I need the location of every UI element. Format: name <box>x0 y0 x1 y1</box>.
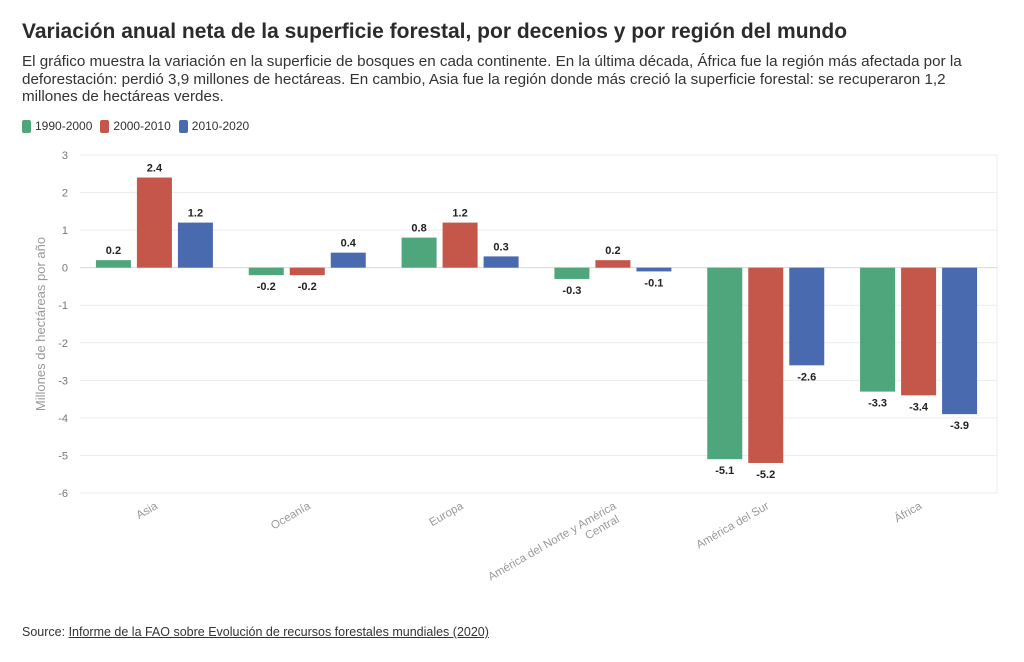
y-tick-label: -2 <box>58 338 68 350</box>
data-label: -5.2 <box>756 469 775 481</box>
data-label: 0.2 <box>106 245 121 257</box>
data-label: -3.3 <box>868 398 887 410</box>
source-link[interactable]: Informe de la FAO sobre Evolución de rec… <box>68 625 489 639</box>
data-label: 0.3 <box>493 241 508 253</box>
bar <box>289 267 325 276</box>
bar <box>136 177 172 268</box>
y-tick-label: 0 <box>62 263 68 275</box>
x-tick-label: América del Sur <box>694 500 771 551</box>
y-tick-label: -5 <box>58 450 68 462</box>
data-label: 1.2 <box>188 208 203 220</box>
data-label: 0.2 <box>605 245 620 257</box>
y-tick-label: 1 <box>62 225 68 237</box>
legend-label: 2000-2010 <box>113 119 171 133</box>
y-axis-label: Millones de hectáreas por año <box>33 237 48 411</box>
bar <box>442 222 478 268</box>
bar <box>860 267 896 392</box>
legend-swatch <box>22 119 31 133</box>
x-tick-label: Oceanía <box>269 500 313 532</box>
bar <box>401 237 437 268</box>
data-label: -0.3 <box>562 285 581 297</box>
data-label: -2.6 <box>797 371 816 383</box>
x-tick-label: África <box>892 499 924 525</box>
data-label: -0.2 <box>257 281 276 293</box>
bar <box>595 260 631 268</box>
legend-swatch <box>100 119 110 133</box>
y-tick-label: -3 <box>58 375 68 387</box>
bar <box>636 267 672 272</box>
bar <box>483 256 519 268</box>
legend-item-2000-2010[interactable]: 2000-2010 <box>100 119 171 133</box>
bar <box>554 267 590 279</box>
data-label: -3.4 <box>909 401 929 413</box>
data-label: 1.2 <box>452 208 467 220</box>
y-tick-label: 3 <box>62 150 68 162</box>
bar <box>248 267 284 276</box>
data-label: -0.1 <box>644 277 663 289</box>
legend-label: 1990-2000 <box>35 119 93 133</box>
data-label: -0.2 <box>298 281 317 293</box>
data-label: 0.4 <box>341 238 357 250</box>
data-label: -5.1 <box>715 465 734 477</box>
bar <box>707 267 743 460</box>
data-label: -3.9 <box>950 420 969 432</box>
x-tick-label: Europa <box>427 500 466 529</box>
legend-label: 2010-2020 <box>191 119 250 133</box>
x-tick-label: América del Norte y AméricaCentral <box>486 500 625 595</box>
chart-title: Variación anual neta de la superficie fo… <box>22 20 848 43</box>
legend: 1990-2000 2000-2010 2010-2020 <box>22 119 249 133</box>
y-tick-label: 2 <box>62 188 68 200</box>
legend-item-1990-2000[interactable]: 1990-2000 <box>22 119 92 133</box>
data-label: 2.4 <box>147 163 163 175</box>
data-label: 0.8 <box>411 223 426 235</box>
y-tick-label: -6 <box>58 488 68 500</box>
legend-item-2010-2020[interactable]: 2010-2020 <box>178 119 250 133</box>
legend-swatch <box>178 119 188 133</box>
bar <box>901 267 937 396</box>
source-prefix: Source: <box>22 625 69 639</box>
bar <box>748 267 784 463</box>
y-tick-label: -1 <box>58 300 68 312</box>
bar <box>942 267 978 415</box>
chart-subtitle: El gráfico muestra la variación en la su… <box>22 53 962 105</box>
x-tick-label: Asia <box>135 500 161 522</box>
bar <box>177 222 213 268</box>
bar <box>95 260 131 268</box>
bar <box>330 252 366 268</box>
bar <box>789 267 825 366</box>
source-line: Source: Informe de la FAO sobre Evolució… <box>22 625 489 639</box>
y-tick-label: -4 <box>58 413 68 425</box>
